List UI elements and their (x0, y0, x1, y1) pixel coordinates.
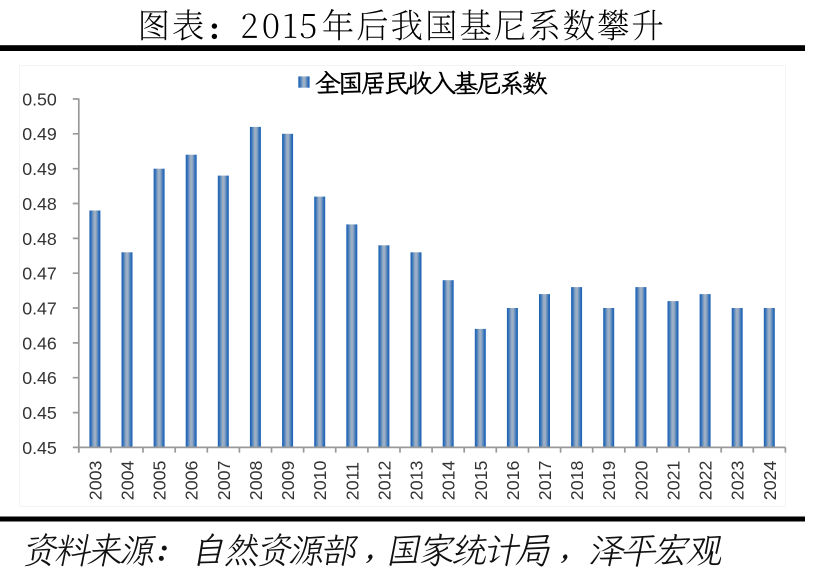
svg-text:2011: 2011 (342, 462, 362, 500)
svg-text:2008: 2008 (246, 461, 266, 501)
svg-text:2021: 2021 (664, 461, 684, 501)
svg-text:2018: 2018 (567, 461, 587, 501)
svg-text:2015: 2015 (471, 461, 491, 501)
svg-text:2009: 2009 (278, 461, 298, 501)
svg-text:2022: 2022 (696, 461, 716, 501)
svg-text:0.47: 0.47 (22, 298, 57, 318)
svg-text:2023: 2023 (728, 461, 748, 501)
svg-text:0.47: 0.47 (22, 264, 57, 284)
svg-text:2003: 2003 (85, 461, 105, 501)
svg-text:2019: 2019 (599, 461, 619, 501)
svg-text:2017: 2017 (535, 461, 555, 501)
svg-text:2005: 2005 (150, 461, 170, 501)
svg-text:2016: 2016 (503, 461, 523, 501)
svg-text:0.45: 0.45 (22, 403, 57, 423)
svg-text:2007: 2007 (214, 461, 234, 501)
svg-text:2024: 2024 (760, 461, 780, 501)
svg-text:2004: 2004 (118, 461, 138, 501)
svg-text:0.48: 0.48 (22, 194, 57, 214)
svg-text:0.48: 0.48 (22, 229, 57, 249)
svg-text:0.46: 0.46 (22, 333, 57, 353)
svg-text:2006: 2006 (182, 461, 202, 501)
svg-text:2020: 2020 (631, 461, 651, 501)
svg-text:0.50: 0.50 (22, 89, 57, 109)
svg-text:0.49: 0.49 (22, 124, 57, 144)
svg-text:2014: 2014 (439, 461, 459, 501)
svg-text:2013: 2013 (407, 461, 427, 501)
svg-text:0.46: 0.46 (22, 368, 57, 388)
svg-text:0.49: 0.49 (22, 159, 57, 179)
svg-text:0.45: 0.45 (22, 438, 57, 458)
svg-text:2010: 2010 (310, 461, 330, 501)
svg-text:2012: 2012 (374, 461, 394, 501)
